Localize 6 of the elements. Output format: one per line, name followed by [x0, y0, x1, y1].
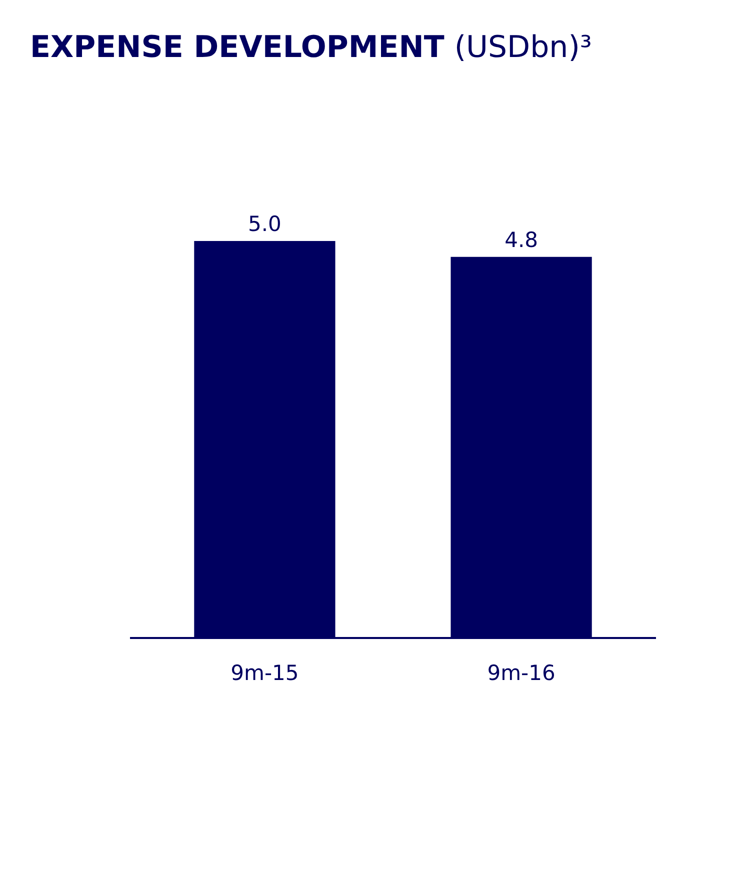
chart-title: EXPENSE DEVELOPMENT [30, 30, 445, 65]
data-label: 4.8 [504, 228, 538, 252]
x-tick-label: 9m-15 [230, 661, 299, 685]
x-tick-label: 9m-16 [487, 661, 556, 685]
data-label: 5.0 [248, 212, 282, 236]
chart-subtitle: (USDbn)³ [454, 30, 592, 65]
